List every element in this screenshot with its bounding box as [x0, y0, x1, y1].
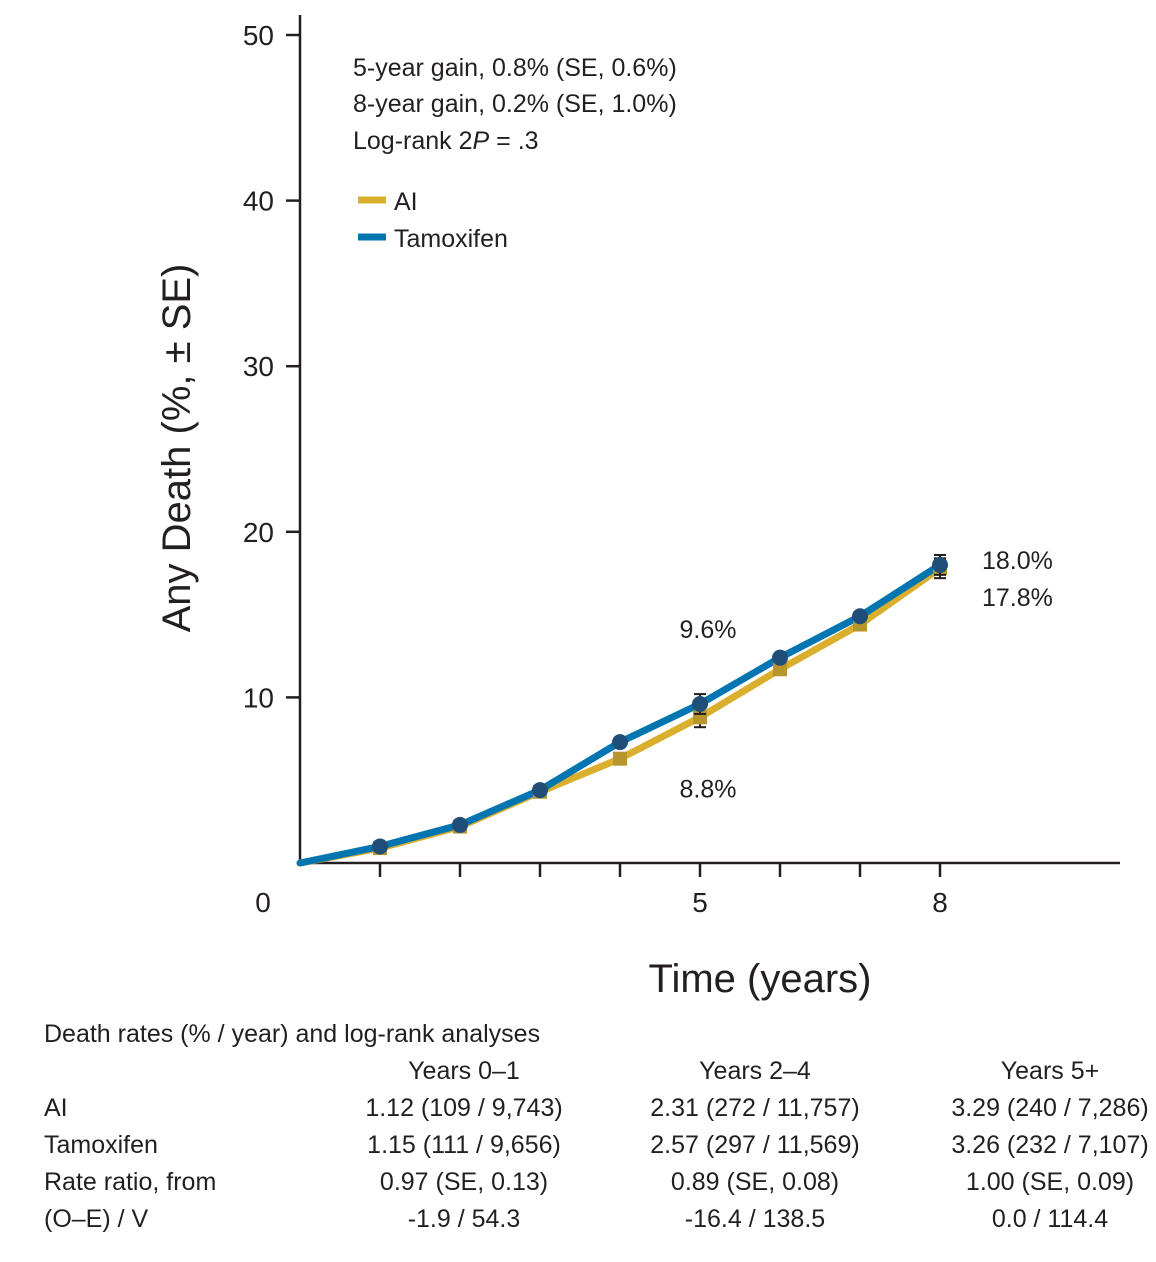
table-cell: 1.15 (111 / 9,656)	[367, 1131, 561, 1159]
y-tick-label: 50	[243, 20, 274, 51]
y-tick-label: 40	[243, 186, 274, 217]
table-row-ai: AI 1.12 (109 / 9,743) 2.31 (272 / 11,757…	[44, 1090, 1149, 1127]
annotation-5yr-gain: 5-year gain, 0.8% (SE, 0.6%)	[353, 54, 677, 82]
column-header: Years 5+	[1000, 1057, 1100, 1085]
table-header-row: Years 0–1 Years 2–4 Years 5+	[44, 1053, 1124, 1090]
table-row-oe-v: (O–E) / V -1.9 / 54.3 -16.4 / 138.5 0.0 …	[44, 1201, 1124, 1238]
x-axis-title: Time (years)	[649, 957, 872, 1001]
table-cell: 3.26 (232 / 7,107)	[951, 1131, 1149, 1159]
table-cell: 0.89 (SE, 0.08)	[670, 1168, 840, 1196]
y-axis-title: Any Death (%, ± SE)	[155, 264, 199, 633]
logrank-p: P	[473, 127, 490, 155]
data-point-tamoxifen	[532, 782, 548, 799]
data-point-tamoxifen	[852, 608, 868, 625]
y-tick-label: 20	[243, 517, 274, 548]
data-label: 18.0%	[982, 547, 1053, 575]
death-rates-table: Death rates (% / year) and log-rank anal…	[44, 1016, 1149, 1238]
data-point-tamoxifen	[372, 838, 388, 855]
origin-tick-label: 0	[255, 887, 271, 918]
data-point-ai	[613, 751, 627, 766]
row-label: Tamoxifen	[44, 1131, 158, 1159]
series-line-ai	[296, 564, 944, 867]
data-label: 9.6%	[680, 616, 737, 644]
column-header: Years 2–4	[699, 1057, 811, 1085]
table-cell: -1.9 / 54.3	[407, 1205, 521, 1233]
table-cell: 2.57 (297 / 11,569)	[650, 1131, 860, 1159]
table-cell: 1.12 (109 / 9,743)	[365, 1094, 563, 1122]
data-label: 17.8%	[982, 584, 1053, 612]
legend: AI Tamoxifen	[358, 188, 508, 253]
chart-marks	[296, 553, 948, 867]
x-tick-label: 5	[692, 887, 708, 918]
y-tick-label: 30	[243, 351, 274, 382]
row-label: AI	[44, 1094, 68, 1122]
table-row-tamoxifen: Tamoxifen 1.15 (111 / 9,656) 2.57 (297 /…	[44, 1127, 1149, 1164]
row-label: Rate ratio, from	[44, 1168, 217, 1196]
logrank-prefix: Log-rank 2	[353, 127, 473, 155]
y-tick-label: 10	[243, 682, 274, 713]
table-title-row: Death rates (% / year) and log-rank anal…	[44, 1016, 1124, 1053]
data-label: 8.8%	[680, 775, 737, 803]
data-point-tamoxifen	[772, 649, 788, 666]
table-cell: 0.0 / 114.4	[991, 1205, 1109, 1233]
table-cell: 0.97 (SE, 0.13)	[379, 1168, 549, 1196]
legend-label-ai: AI	[394, 188, 418, 216]
data-point-tamoxifen	[932, 556, 948, 573]
table-row-rate-ratio: Rate ratio, from 0.97 (SE, 0.13) 0.89 (S…	[44, 1164, 1134, 1201]
annotation-8yr-gain: 8-year gain, 0.2% (SE, 1.0%)	[353, 90, 677, 118]
data-point-ai	[773, 662, 787, 677]
annotation-logrank: Log-rank 2P = .3	[353, 127, 539, 155]
table-title: Death rates (% / year) and log-rank anal…	[44, 1020, 541, 1048]
series-line-tamoxifen	[296, 561, 944, 867]
x-tick-label: 8	[932, 887, 948, 918]
chart-labels: 9.6% 8.8% 18.0% 17.8%	[680, 547, 1053, 803]
table-cell: 1.00 (SE, 0.09)	[965, 1168, 1135, 1196]
data-point-tamoxifen	[452, 816, 468, 833]
row-label: (O–E) / V	[44, 1205, 149, 1233]
survival-chart: 10 20 30 40 50 0 5 8 9.6% 8.8% 18.0% 17.8% 5-year …	[155, 15, 1120, 1001]
axes: 10 20 30 40 50 0 5 8	[243, 15, 1120, 918]
column-header: Years 0–1	[408, 1057, 520, 1085]
table-cell: 2.31 (272 / 11,757)	[650, 1094, 860, 1122]
table-cell: 3.29 (240 / 7,286)	[951, 1094, 1149, 1122]
data-point-tamoxifen	[692, 696, 708, 713]
table-cell: -16.4 / 138.5	[684, 1205, 826, 1233]
legend-label-tamoxifen: Tamoxifen	[394, 225, 508, 253]
logrank-suffix: = .3	[489, 127, 538, 155]
data-point-tamoxifen	[612, 734, 628, 751]
